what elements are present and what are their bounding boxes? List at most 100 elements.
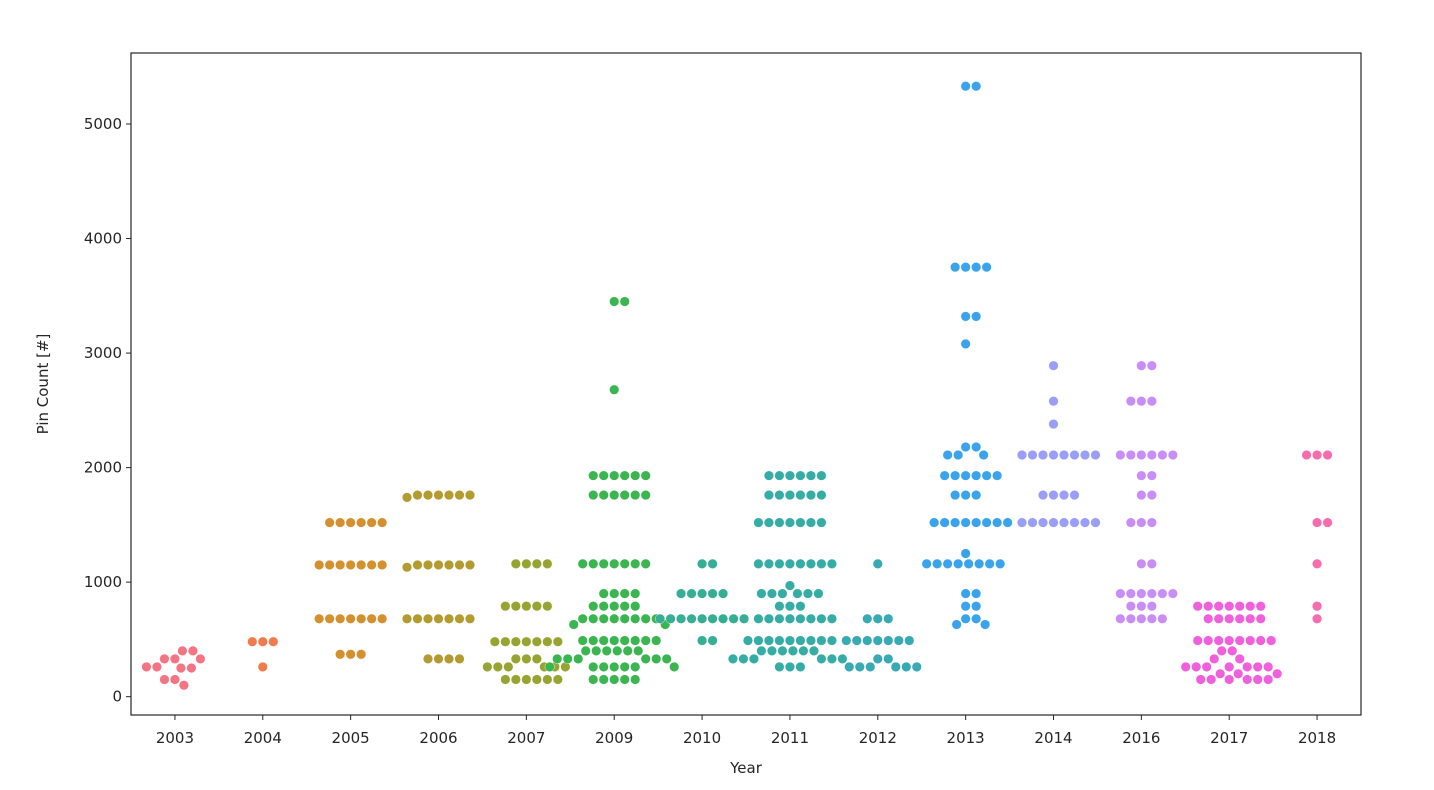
data-point: [893, 635, 904, 646]
data-point: [784, 613, 795, 624]
data-point: [774, 470, 785, 481]
data-point: [630, 588, 641, 599]
data-point: [992, 517, 1003, 528]
data-point: [1227, 645, 1238, 656]
data-point: [784, 490, 795, 501]
data-point: [444, 490, 455, 501]
data-point: [883, 653, 894, 664]
x-tick-label: 2003: [156, 729, 194, 747]
data-point: [619, 601, 630, 612]
data-point: [377, 613, 388, 624]
data-point: [577, 558, 588, 569]
data-point: [1301, 450, 1312, 461]
data-point: [268, 636, 279, 647]
data-point: [1048, 396, 1059, 407]
data-point: [1146, 450, 1157, 461]
data-point: [851, 635, 862, 646]
data-point: [186, 663, 197, 674]
data-point: [777, 645, 788, 656]
data-point: [423, 559, 434, 570]
data-point: [630, 558, 641, 569]
data-point: [1167, 588, 1178, 599]
data-point: [655, 613, 666, 624]
data-point: [960, 470, 971, 481]
data-point: [345, 517, 356, 528]
data-point: [862, 613, 873, 624]
data-point: [588, 558, 599, 569]
x-tick-label: 2016: [1122, 729, 1160, 747]
data-point: [808, 645, 819, 656]
data-point: [960, 81, 971, 92]
data-point: [953, 558, 964, 569]
data-point: [1195, 674, 1206, 685]
data-point: [619, 661, 630, 672]
data-point: [953, 450, 964, 461]
data-point: [1234, 653, 1245, 664]
data-point: [159, 674, 170, 685]
data-point: [963, 558, 974, 569]
data-point: [939, 470, 950, 481]
data-point: [521, 558, 532, 569]
data-point: [727, 653, 738, 664]
data-point: [1090, 450, 1101, 461]
data-point: [465, 490, 476, 501]
data-point: [1203, 613, 1214, 624]
data-point: [921, 558, 932, 569]
data-point: [1312, 601, 1323, 612]
y-tick-label: 3000: [84, 344, 122, 362]
data-point: [598, 635, 609, 646]
data-point: [314, 613, 325, 624]
data-point: [1146, 490, 1157, 501]
data-point: [402, 492, 413, 503]
data-point: [1245, 613, 1256, 624]
data-point: [971, 517, 982, 528]
data-point: [619, 490, 630, 501]
data-point: [841, 635, 852, 646]
data-point: [784, 517, 795, 528]
data-point: [960, 441, 971, 452]
data-point: [981, 262, 992, 273]
data-point: [942, 450, 953, 461]
data-point: [552, 653, 563, 664]
data-point: [795, 635, 806, 646]
data-point: [444, 559, 455, 570]
data-point: [542, 601, 553, 612]
data-point: [598, 613, 609, 624]
data-point: [444, 613, 455, 624]
data-point: [1242, 674, 1253, 685]
data-point: [816, 558, 827, 569]
data-point: [992, 470, 1003, 481]
data-point: [633, 645, 644, 656]
data-point: [1048, 490, 1059, 501]
data-point: [676, 588, 687, 599]
data-point: [805, 490, 816, 501]
data-point: [707, 588, 718, 599]
data-point: [805, 517, 816, 528]
data-point: [742, 635, 753, 646]
data-point: [1058, 490, 1069, 501]
data-point: [1263, 674, 1274, 685]
data-point: [763, 490, 774, 501]
data-point: [1115, 588, 1126, 599]
data-point: [1252, 661, 1263, 672]
data-point: [784, 601, 795, 612]
data-point: [500, 636, 511, 647]
data-point: [423, 613, 434, 624]
x-tick-label: 2017: [1210, 729, 1248, 747]
data-point: [774, 558, 785, 569]
data-point: [433, 613, 444, 624]
data-point: [1146, 558, 1157, 569]
data-point: [787, 645, 798, 656]
data-point: [195, 653, 206, 664]
data-point: [482, 661, 493, 672]
data-point: [531, 601, 542, 612]
data-point: [609, 384, 620, 395]
data-point: [1125, 396, 1136, 407]
data-point: [366, 559, 377, 570]
data-point: [950, 517, 961, 528]
data-point: [1115, 613, 1126, 624]
data-point: [1125, 517, 1136, 528]
data-point: [402, 613, 413, 624]
data-point: [510, 674, 521, 685]
data-point: [630, 674, 641, 685]
